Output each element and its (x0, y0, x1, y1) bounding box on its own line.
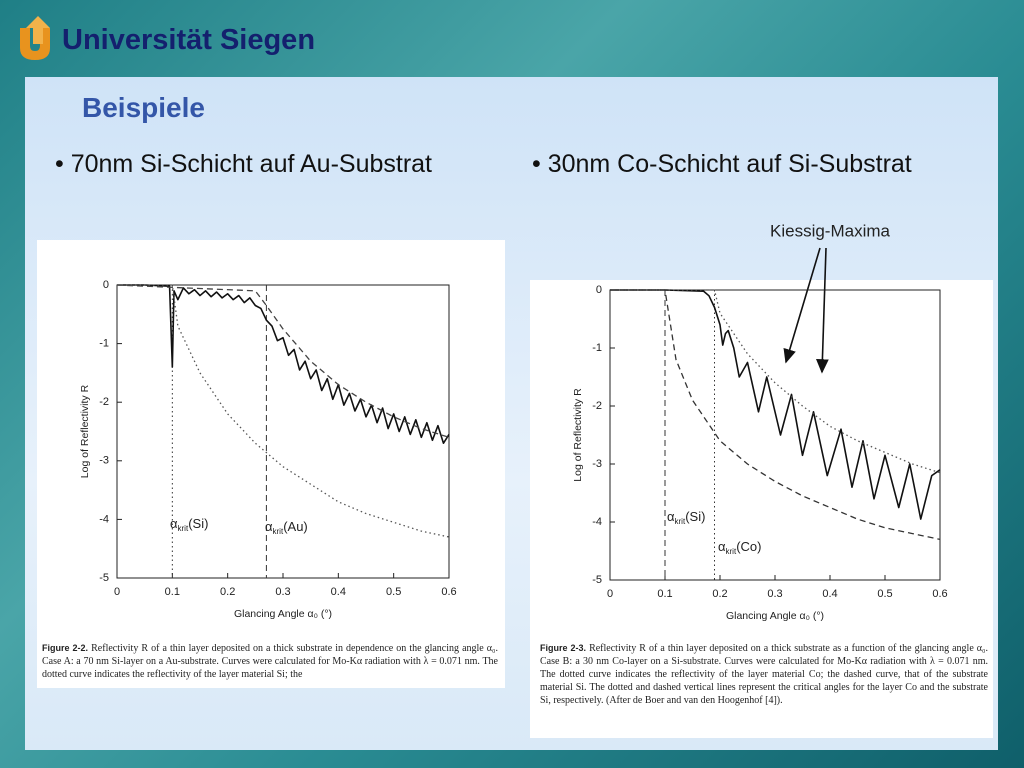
series-line (610, 289, 941, 474)
annotation-symbol: α (667, 509, 675, 524)
x-tick-label: 0.4 (331, 586, 346, 598)
figure-caption: Figure 2-2. Reflectivity R of a thin lay… (42, 642, 498, 681)
annotation: αkrit(Si) (170, 516, 208, 533)
y-axis-title: Log of Reflectivity R (572, 388, 584, 482)
plot-frame (609, 289, 941, 581)
annotation: Kiessig-Maxima (770, 221, 891, 240)
annotation-subscript: krit (726, 547, 737, 556)
annotation-symbol: α (265, 519, 273, 534)
y-tick-label: -4 (99, 513, 109, 525)
annotation-symbol: α (170, 516, 178, 531)
y-tick-label: -3 (99, 455, 109, 467)
annotation: αkrit(Si) (667, 509, 705, 526)
x-tick-label: 0.1 (165, 586, 180, 598)
bullet: 30nm Co-Schicht auf Si-Substrat (532, 150, 912, 179)
annotation-symbol: α (718, 539, 726, 554)
logo (20, 16, 50, 60)
y-tick-label: -5 (99, 572, 109, 584)
series-line (117, 284, 450, 445)
x-tick-label: 0.5 (877, 588, 892, 600)
x-tick-label: 0.6 (932, 588, 947, 600)
slide-title: Beispiele (82, 92, 205, 123)
caption-text: Reflectivity R of a thin layer deposited… (42, 643, 499, 680)
caption-label: Figure 2-2. (42, 643, 89, 653)
x-tick-label: 0.3 (275, 586, 290, 598)
figure-caption: Figure 2-3. Reflectivity R of a thin lay… (540, 642, 988, 707)
y-tick-label: 0 (596, 284, 602, 296)
arrow (816, 247, 829, 374)
x-tick-label: 0.5 (386, 586, 401, 598)
annotation-text: (Co) (736, 539, 761, 554)
y-tick-label: -3 (592, 458, 602, 470)
x-tick-label: 0 (114, 586, 120, 598)
x-axis-title: Glancing Angle α₀ (°) (234, 608, 332, 620)
x-axis-title: Glancing Angle α₀ (°) (726, 610, 824, 622)
series-line (610, 289, 941, 520)
annotation: αkrit(Au) (265, 519, 308, 536)
y-tick-label: -4 (592, 516, 602, 528)
institution-title: Universität Siegen (62, 24, 316, 56)
caption-label: Figure 2-3. (540, 643, 587, 653)
y-tick-label: 0 (103, 279, 109, 291)
annotation-text: (Si) (685, 509, 705, 524)
arrow (783, 247, 821, 364)
annotation-subscript: krit (273, 527, 284, 536)
x-tick-label: 0.2 (712, 588, 727, 600)
annotation-subscript: krit (675, 517, 686, 526)
y-axis-title: Log of Reflectivity R (79, 384, 91, 478)
x-tick-label: 0.1 (657, 588, 672, 600)
annotation: αkrit(Co) (718, 539, 761, 556)
x-tick-label: 0.2 (220, 586, 235, 598)
y-tick-label: -5 (592, 574, 602, 586)
bullet: 70nm Si-Schicht auf Au-Substrat (55, 150, 432, 179)
y-tick-label: -2 (99, 396, 109, 408)
x-tick-label: 0.3 (767, 588, 782, 600)
series-line (117, 284, 450, 538)
caption-text: Reflectivity R of a thin layer deposited… (540, 643, 989, 706)
annotation-text: (Si) (188, 516, 208, 531)
y-tick-label: -1 (592, 342, 602, 354)
x-tick-label: 0 (607, 588, 613, 600)
annotation-text: (Au) (283, 519, 308, 534)
series-line (116, 284, 450, 438)
y-tick-label: -1 (99, 338, 109, 350)
x-tick-label: 0.4 (822, 588, 837, 600)
series-line (610, 289, 941, 541)
figure-panel (37, 240, 505, 688)
figure-panel (530, 280, 993, 738)
y-tick-label: -2 (592, 400, 602, 412)
annotation-subscript: krit (178, 524, 189, 533)
x-tick-label: 0.6 (441, 586, 456, 598)
